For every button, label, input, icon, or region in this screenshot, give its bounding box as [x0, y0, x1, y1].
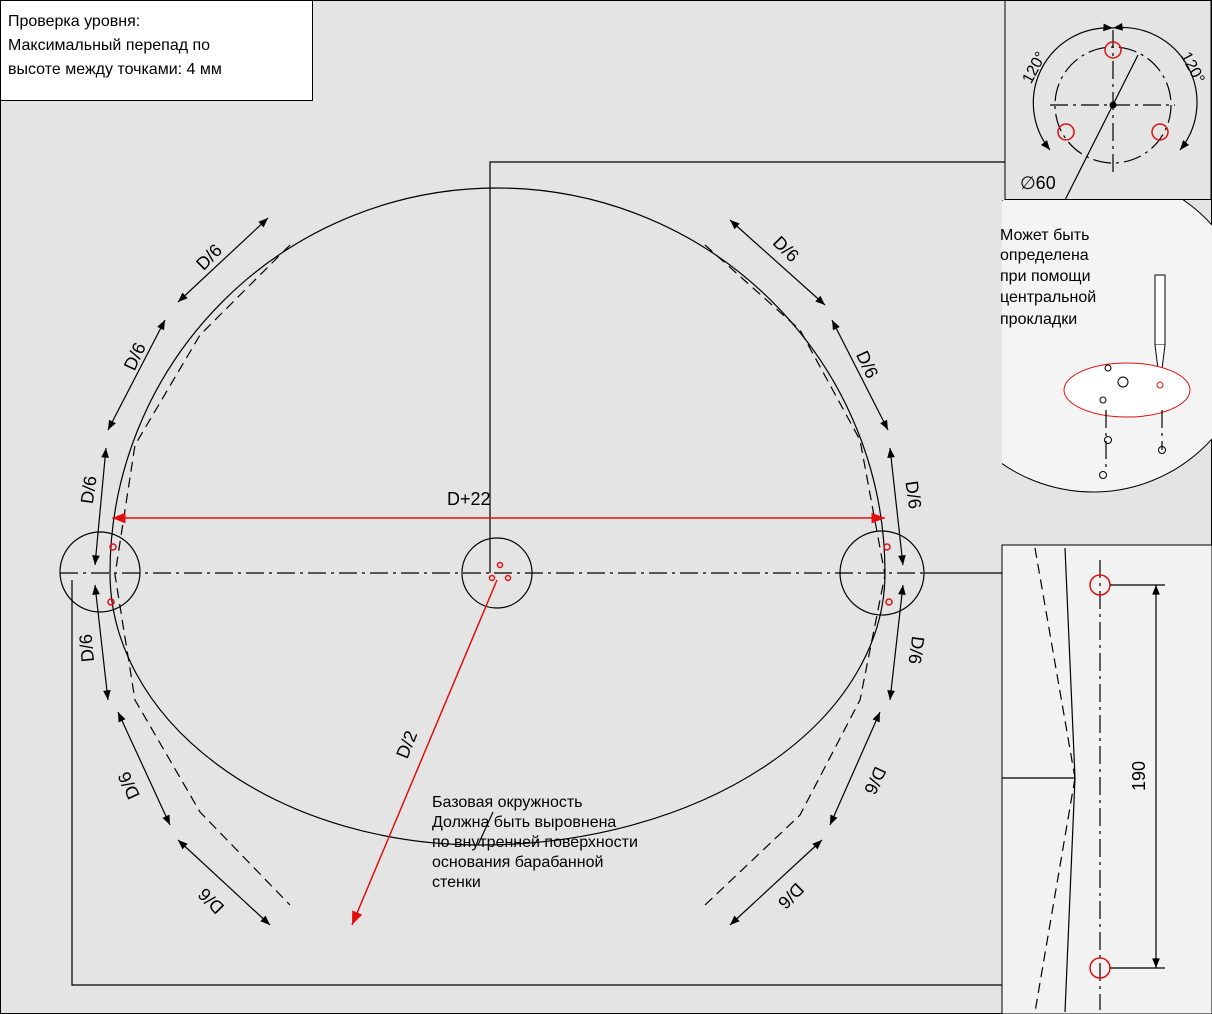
label: D/6	[76, 633, 98, 663]
hole-pattern-panel	[1005, 1, 1211, 200]
distance-label: 190	[1129, 761, 1149, 791]
label: определена	[1000, 247, 1089, 264]
shape	[1064, 363, 1190, 417]
center-point	[1110, 102, 1117, 109]
label: стенки	[432, 874, 481, 891]
label: прокладки	[1000, 311, 1077, 328]
label: центральной	[1000, 289, 1096, 306]
pattern-diameter-label: ∅60	[1020, 173, 1056, 193]
note-line: высоте между точками: 4 мм	[8, 61, 222, 78]
label: основания барабанной	[432, 854, 603, 871]
drawing: Проверка уровня: Максимальный перепад по…	[0, 0, 1212, 1014]
label: Может быть	[1000, 227, 1089, 244]
note-line: Проверка уровня:	[8, 13, 140, 30]
detail-panel	[1002, 545, 1212, 1014]
diameter-label: D+22	[447, 489, 491, 509]
shape	[1155, 275, 1165, 345]
label: D/6	[77, 475, 101, 506]
label: D/6	[901, 480, 925, 511]
body: {"note": {"lines": ["Проверка уровня:", …	[0, 0, 1212, 1014]
label: Должна быть выровнена	[432, 814, 616, 831]
label: Базовая окружность	[432, 794, 583, 811]
label: по внутренней поверхности	[432, 834, 638, 851]
label: D/6	[904, 635, 928, 666]
label: при помощи	[1000, 268, 1091, 285]
page: Base circle diagram html, body { margin:…	[0, 0, 1212, 1014]
note-line: Максимальный перепад по	[8, 37, 210, 54]
